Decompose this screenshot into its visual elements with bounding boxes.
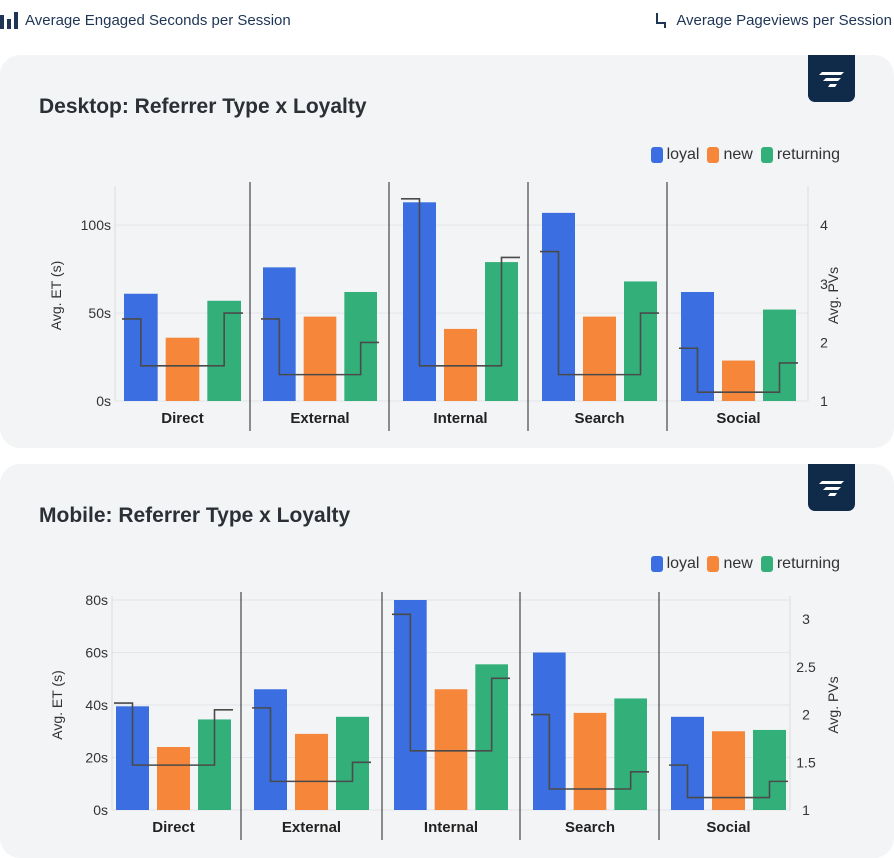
bar-new (573, 712, 607, 810)
y2-tick-label: 1 (820, 393, 828, 409)
pageviews-step-line (122, 312, 243, 367)
y-axis-title: Avg. ET (s) (49, 670, 65, 740)
pageviews-step-line (252, 707, 371, 783)
legend-item-loyal[interactable]: loyal (650, 555, 700, 573)
y2-tick-label: 3 (820, 276, 828, 292)
bar-new (434, 689, 468, 810)
pageviews-step-line (114, 702, 233, 766)
y-tick-label: 100s (81, 217, 111, 233)
brand-logo-icon[interactable] (808, 55, 855, 102)
legend-label-returning: returning (776, 555, 840, 572)
panel-title: Mobile: Referrer Type x Loyalty (39, 504, 351, 527)
category-label: Social (706, 819, 750, 836)
legend-swatch-loyal (650, 556, 663, 572)
y-tick-label: 20s (85, 750, 108, 766)
top-legend-item-engaged-seconds[interactable]: Average Engaged Seconds per Session (0, 11, 291, 29)
bar-new (583, 316, 616, 401)
category-label: Search (565, 819, 615, 836)
desktop-chart: 0s 50s 100s 1 2 3 4 Direct External Internal Searc… (48, 182, 841, 431)
category-label: External (290, 410, 349, 427)
mobile-chart: 0s 20s 40s 60s 80s 1 1.5 2 2.5 3 Direct External Int… (49, 592, 841, 840)
category-label: Direct (152, 819, 195, 836)
top-legend: Average Engaged Seconds per Session Aver… (0, 0, 894, 40)
pageviews-step-line (261, 318, 379, 376)
legend-label-loyal: loyal (666, 146, 700, 163)
bar-new (303, 316, 337, 401)
legend-label-loyal: loyal (666, 555, 700, 572)
pageviews-step-line (540, 250, 659, 376)
legend-swatch-loyal (650, 147, 663, 163)
y-tick-label: 0s (96, 393, 111, 409)
top-legend-label-pageviews: Average Pageviews per Session (676, 11, 892, 29)
pageviews-step-line (401, 197, 520, 367)
bar-new (157, 747, 190, 810)
y-tick-label: 60s (85, 645, 108, 661)
step-line-icon (656, 13, 667, 28)
y-tick-label: 0s (93, 802, 108, 818)
y2-tick-label: 2 (820, 334, 828, 350)
y2-tick-label: 2.5 (796, 659, 816, 675)
legend-item-returning[interactable]: returning (760, 146, 840, 164)
legend-item-loyal[interactable]: loyal (650, 146, 700, 164)
legend-swatch-returning (760, 147, 773, 163)
category-label: External (282, 819, 341, 836)
pageviews-step-line (669, 764, 788, 799)
category-label: Search (574, 410, 624, 427)
pageviews-step-line (679, 347, 798, 394)
legend-swatch-new (707, 147, 720, 163)
legend-item-new[interactable]: new (707, 555, 753, 573)
chart-legend: loyal new returning (643, 146, 840, 164)
top-legend-item-pageviews[interactable]: Average Pageviews per Session (655, 11, 892, 29)
category-label: Direct (161, 410, 204, 427)
panel-title: Desktop: Referrer Type x Loyalty (39, 95, 367, 118)
bar-chart-icon (0, 12, 18, 29)
legend-item-new[interactable]: new (707, 146, 753, 164)
legend-label-new: new (723, 555, 753, 572)
pageviews-step-line (531, 713, 649, 790)
pageviews-step-line (392, 613, 510, 752)
legend-swatch-returning (760, 556, 773, 572)
category-label: Internal (424, 819, 478, 836)
y2-tick-label: 2 (802, 707, 810, 723)
y2-axis-title: Avg. PVs (825, 676, 841, 733)
brand-logo-icon[interactable] (808, 464, 855, 511)
legend-swatch-new (707, 556, 720, 572)
legend-label-new: new (723, 146, 753, 163)
y-tick-label: 50s (88, 305, 111, 321)
y-tick-label: 40s (85, 697, 108, 713)
y-tick-label: 80s (85, 592, 108, 608)
bar-new (722, 360, 755, 401)
bar-new (444, 328, 477, 401)
top-legend-label-engaged-seconds: Average Engaged Seconds per Session (25, 11, 291, 29)
bar-new (295, 733, 328, 810)
y2-tick-label: 3 (802, 611, 810, 627)
y2-tick-label: 1.5 (796, 754, 816, 770)
y2-axis-title: Avg. PVs (825, 267, 841, 324)
y-axis-title: Avg. ET (s) (48, 261, 64, 331)
category-label: Social (716, 410, 760, 427)
chart-legend: loyal new returning (643, 555, 840, 573)
category-label: Internal (433, 410, 487, 427)
legend-label-returning: returning (776, 146, 840, 163)
desktop-panel: Desktop: Referrer Type x Loyalty loyal n… (0, 55, 894, 448)
legend-item-returning[interactable]: returning (760, 555, 840, 573)
bar-new (165, 337, 200, 401)
bar-returning (614, 698, 647, 810)
y2-tick-label: 1 (802, 802, 810, 818)
mobile-panel: Mobile: Referrer Type x Loyalty loyal ne… (0, 464, 894, 858)
y2-tick-label: 4 (820, 217, 828, 233)
